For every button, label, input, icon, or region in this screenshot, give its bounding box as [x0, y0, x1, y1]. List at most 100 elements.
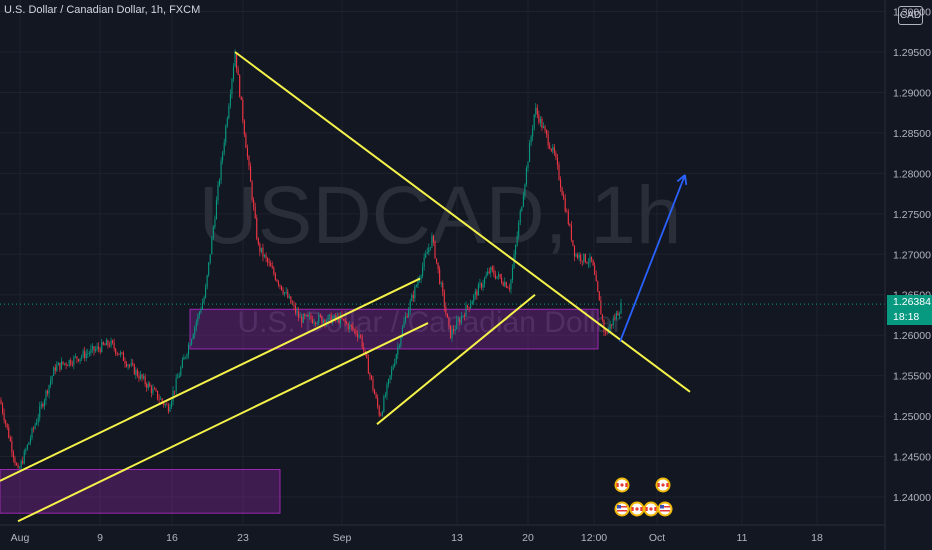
canada-event-flag-icon[interactable]	[643, 501, 659, 517]
candle	[220, 157, 222, 184]
candle	[316, 321, 318, 326]
candle	[538, 110, 540, 125]
candle	[618, 311, 620, 320]
candle	[101, 338, 103, 353]
candle	[17, 462, 19, 469]
candle	[12, 450, 14, 463]
drawings[interactable]	[0, 51, 885, 523]
candle	[463, 312, 465, 321]
us-event-flag-icon[interactable]	[614, 501, 630, 517]
candle	[493, 265, 495, 278]
candle	[532, 124, 534, 142]
candle	[290, 296, 292, 304]
canada-event-flag-icon[interactable]	[629, 501, 645, 517]
candle	[228, 103, 230, 120]
bar-countdown-label: 18:18	[887, 310, 932, 325]
candle	[423, 253, 425, 271]
candle	[183, 354, 185, 360]
candle	[527, 161, 529, 172]
candle	[301, 313, 303, 328]
candle	[428, 243, 430, 256]
candle	[556, 153, 558, 170]
economic-events[interactable]	[614, 477, 673, 517]
candle	[281, 285, 283, 291]
candle	[611, 324, 613, 330]
candle	[28, 441, 30, 445]
candle	[284, 291, 286, 297]
candle	[437, 262, 439, 274]
rectangle-zone[interactable]	[0, 468, 281, 514]
candle	[384, 391, 386, 398]
candle	[372, 376, 374, 393]
candle	[389, 375, 391, 384]
candle	[516, 231, 518, 247]
candle	[315, 321, 317, 327]
candle	[46, 389, 49, 397]
candle	[239, 74, 241, 98]
candle	[267, 256, 269, 267]
trendline[interactable]	[376, 293, 536, 425]
candle	[395, 353, 397, 365]
candle	[71, 360, 73, 367]
candle	[467, 304, 469, 311]
canada-event-flag-icon[interactable]	[655, 477, 671, 493]
candle	[591, 256, 593, 263]
candle	[484, 276, 486, 288]
candle	[353, 328, 355, 335]
candle	[535, 103, 537, 118]
candle	[553, 143, 555, 156]
trendline[interactable]	[234, 51, 691, 393]
projection-arrow[interactable]	[619, 174, 688, 342]
candle	[256, 214, 258, 241]
watermark-symbol: USDCAD, 1h	[198, 170, 681, 261]
y-tick-label: 1.28500	[893, 128, 931, 140]
candle	[146, 382, 148, 392]
candle	[5, 419, 7, 428]
candle	[184, 356, 186, 360]
candle	[251, 180, 253, 203]
candle	[206, 274, 208, 290]
y-tick-label: 1.25500	[893, 371, 931, 383]
x-tick-label: 9	[97, 532, 103, 544]
candle	[429, 247, 431, 251]
candle	[369, 372, 371, 381]
candle	[59, 362, 61, 373]
candle	[53, 366, 55, 377]
candle	[291, 300, 293, 306]
candle	[270, 260, 272, 267]
candle	[40, 400, 42, 410]
candle	[36, 418, 38, 426]
canada-event-flag-icon[interactable]	[614, 477, 630, 493]
candle	[575, 252, 577, 258]
x-tick-label: 13	[451, 532, 463, 544]
x-tick-label: Oct	[649, 532, 665, 544]
rectangle-zone[interactable]	[189, 308, 599, 350]
currency-selector[interactable]: CAD	[898, 6, 923, 25]
candle	[459, 316, 461, 326]
symbol-title[interactable]: U.S. Dollar / Canadian Dollar, 1h, FXCM	[4, 4, 201, 16]
candle	[285, 287, 287, 295]
candle	[232, 63, 235, 83]
candle	[491, 265, 493, 273]
candle	[116, 351, 118, 357]
candle	[374, 388, 376, 395]
us-event-flag-icon[interactable]	[657, 501, 673, 517]
candle	[240, 96, 242, 101]
candle	[43, 398, 45, 411]
candle	[477, 282, 479, 296]
y-tick-label: 1.25000	[893, 411, 931, 423]
candle	[313, 318, 315, 327]
candle	[223, 138, 225, 156]
candle	[198, 310, 200, 319]
candle	[378, 404, 380, 418]
candle	[82, 348, 84, 359]
trendline[interactable]	[0, 277, 421, 482]
zones[interactable]	[0, 308, 599, 514]
candle	[391, 365, 393, 380]
candle	[496, 276, 498, 280]
candle	[468, 306, 470, 313]
trendline[interactable]	[17, 322, 429, 523]
candle	[51, 375, 53, 385]
